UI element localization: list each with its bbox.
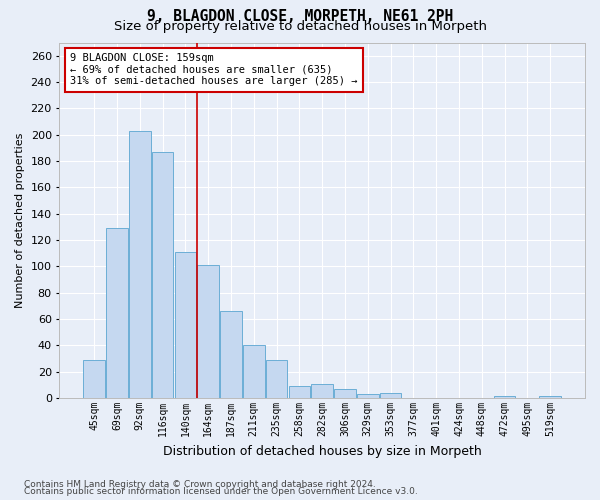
Bar — [243, 346, 265, 398]
Bar — [83, 360, 105, 398]
Bar — [129, 131, 151, 398]
Bar — [175, 252, 196, 398]
Bar — [539, 396, 561, 398]
Text: 9, BLAGDON CLOSE, MORPETH, NE61 2PH: 9, BLAGDON CLOSE, MORPETH, NE61 2PH — [147, 9, 453, 24]
X-axis label: Distribution of detached houses by size in Morpeth: Distribution of detached houses by size … — [163, 444, 482, 458]
Bar — [494, 396, 515, 398]
Bar — [220, 311, 242, 398]
Bar — [197, 265, 219, 398]
Bar — [266, 360, 287, 398]
Bar — [106, 228, 128, 398]
Bar — [380, 393, 401, 398]
Y-axis label: Number of detached properties: Number of detached properties — [15, 132, 25, 308]
Bar — [152, 152, 173, 398]
Text: 9 BLAGDON CLOSE: 159sqm
← 69% of detached houses are smaller (635)
31% of semi-d: 9 BLAGDON CLOSE: 159sqm ← 69% of detache… — [70, 53, 358, 86]
Bar — [334, 389, 356, 398]
Text: Size of property relative to detached houses in Morpeth: Size of property relative to detached ho… — [113, 20, 487, 33]
Text: Contains HM Land Registry data © Crown copyright and database right 2024.: Contains HM Land Registry data © Crown c… — [24, 480, 376, 489]
Bar — [289, 386, 310, 398]
Bar — [357, 394, 379, 398]
Bar — [311, 384, 333, 398]
Text: Contains public sector information licensed under the Open Government Licence v3: Contains public sector information licen… — [24, 487, 418, 496]
